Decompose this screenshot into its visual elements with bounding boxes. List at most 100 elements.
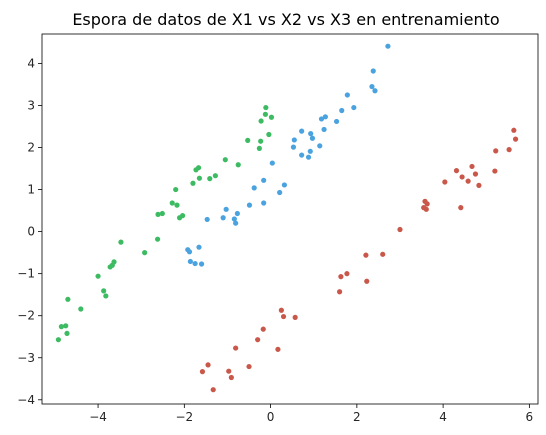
data-point [385,43,391,49]
data-point [196,175,203,181]
data-point [204,216,210,223]
data-point [251,185,257,191]
data-point [155,211,161,217]
data-point [275,346,281,352]
data-point [397,226,403,233]
data-point [269,160,275,166]
data-point [198,261,205,267]
data-points [55,43,519,393]
data-point [268,114,275,120]
data-point [231,216,237,222]
data-point [476,182,482,188]
data-point [337,289,343,295]
data-point [338,274,344,280]
data-point [318,116,325,122]
data-point [299,128,305,134]
x-tick-label: −4 [89,410,107,424]
data-point [210,387,216,393]
x-tick-label: 2 [353,410,361,424]
data-point [220,215,226,221]
data-point [278,307,284,313]
data-point [305,154,312,160]
data-point [174,202,180,208]
data-point [266,131,272,138]
data-point [493,148,499,154]
data-point [196,244,202,250]
series-2 [199,127,519,393]
data-point [262,111,269,117]
data-point [260,326,266,332]
data-point [422,198,428,204]
data-point [65,296,71,302]
data-point [277,189,283,196]
data-point [307,148,313,154]
data-point [351,104,357,111]
x-tick-label: 6 [526,410,534,424]
data-point [263,104,269,111]
data-point [222,157,228,163]
data-point [291,137,297,143]
data-point [103,293,109,299]
data-point [322,114,328,120]
data-point [233,220,239,226]
data-point [95,273,101,279]
data-point [234,210,240,217]
data-point [511,127,517,133]
data-point [228,374,234,381]
data-point [233,345,239,351]
plot-area-frame [41,33,539,405]
data-point [235,162,241,168]
data-point [63,323,69,329]
data-point [421,205,427,211]
data-point [459,174,465,180]
data-point [299,152,305,158]
data-point [369,83,375,90]
data-point [344,271,350,277]
data-point [246,363,252,370]
data-point [339,107,345,114]
x-tick-label: −2 [175,410,193,424]
data-point [281,182,287,188]
data-point [458,205,464,211]
data-point [64,330,70,336]
y-tick-label: −3 [17,351,35,365]
data-point [212,173,218,179]
data-point [363,252,369,258]
y-tick-label: −2 [17,309,35,323]
y-tick-label: 2 [27,141,35,155]
data-point [321,126,327,133]
data-point [226,368,232,374]
data-point [255,337,261,343]
data-point [492,168,498,174]
y-tick-label: 0 [27,225,35,239]
data-point [258,118,264,124]
data-point [512,136,519,142]
data-point [317,143,323,149]
data-point [187,258,193,265]
data-point [308,131,314,137]
y-tick-label: −4 [17,393,35,407]
data-point [261,200,267,206]
x-tick-label: 4 [439,410,447,424]
data-point [246,202,253,208]
data-point [205,362,211,368]
data-point [142,250,148,256]
data-point [58,324,65,330]
chart-title: Espora de datos de X1 vs X2 vs X3 en ent… [72,10,499,29]
series-0 [185,43,391,267]
data-point [344,92,350,98]
data-point [465,178,471,184]
data-point [290,144,297,150]
data-point [223,206,229,212]
data-point [364,278,370,284]
y-tick-label: 4 [27,56,35,70]
data-point [380,251,386,257]
data-point [173,186,179,193]
data-point [199,369,206,375]
data-point [159,210,165,217]
data-point [154,236,161,242]
series-1 [55,104,275,343]
data-point [190,180,196,186]
data-point [207,176,213,182]
